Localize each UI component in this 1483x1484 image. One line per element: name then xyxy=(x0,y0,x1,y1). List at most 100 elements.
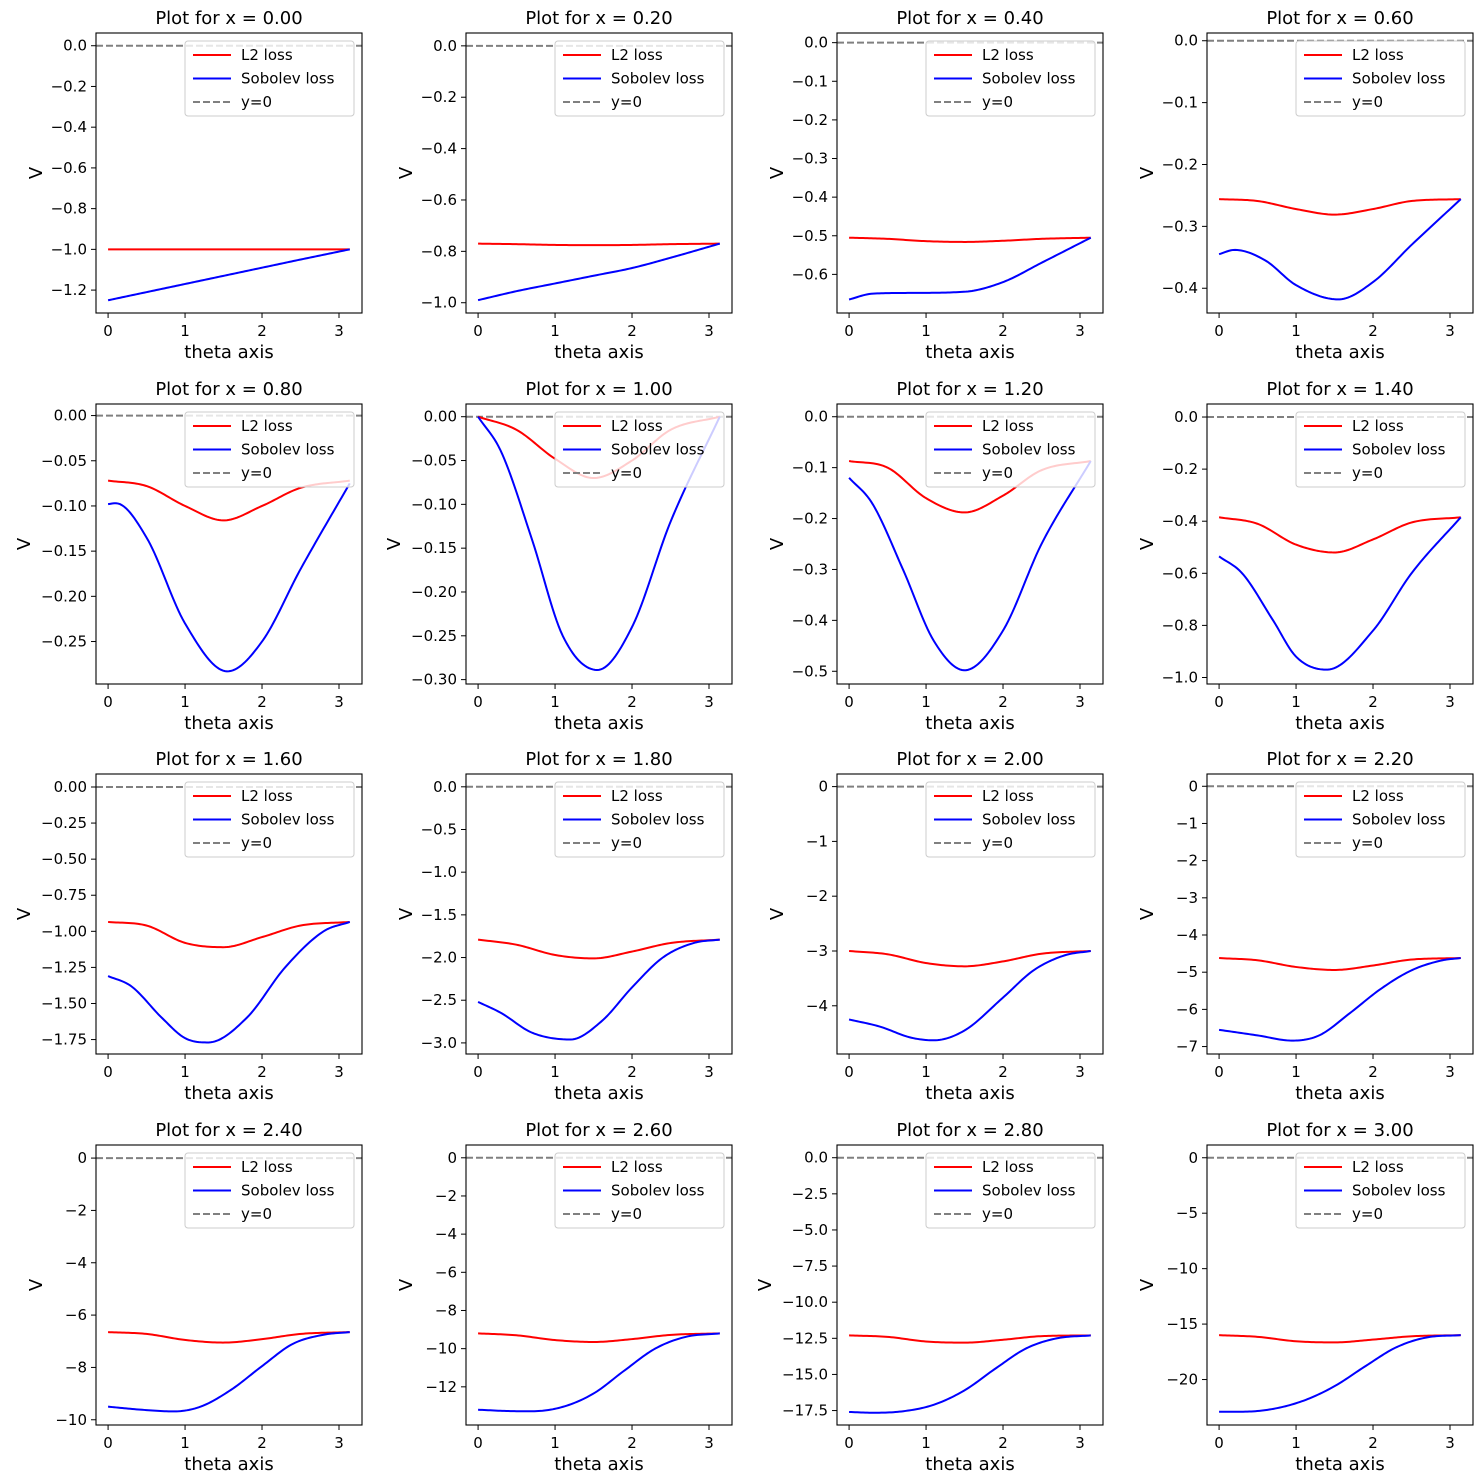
x-tick-label: 1 xyxy=(921,322,931,340)
y-tick-label: −0.4 xyxy=(51,118,87,136)
y-axis-label: V xyxy=(26,1278,47,1291)
y-axis-label: V xyxy=(767,537,788,550)
legend-box xyxy=(554,1152,725,1229)
x-axis-label: theta axis xyxy=(554,713,643,734)
x-tick-label: 0 xyxy=(1214,1434,1224,1452)
y-tick-label: −12.5 xyxy=(782,1329,828,1347)
y-tick-label: −0.6 xyxy=(421,191,457,209)
y-tick-label: −0.2 xyxy=(51,77,87,95)
x-tick-label: 0 xyxy=(103,1063,113,1081)
legend-item-sobolev-label: Sobolev loss xyxy=(982,1182,1076,1200)
x-axis-label: theta axis xyxy=(554,1083,643,1104)
legend: L2 loss Sobolev loss y=0 xyxy=(925,40,1096,117)
x-axis-label: theta axis xyxy=(1295,1083,1384,1104)
legend-item-l2-label: L2 loss xyxy=(241,417,293,435)
x-tick-label: 3 xyxy=(1445,1434,1455,1452)
axes-frame xyxy=(465,403,733,685)
x-axis-label: theta axis xyxy=(1295,342,1384,363)
legend-item-l2-label: L2 loss xyxy=(241,1158,293,1176)
axes-frame xyxy=(836,773,1104,1055)
axes-frame xyxy=(465,32,733,314)
y-tick-label: −17.5 xyxy=(782,1402,828,1420)
y-tick-label: −6 xyxy=(1176,1000,1198,1018)
y-tick-label: 0.0 xyxy=(804,1149,828,1167)
x-tick-label: 1 xyxy=(550,1063,560,1081)
legend: L2 loss Sobolev loss y=0 xyxy=(184,781,355,858)
subplot-title: Plot for x = 2.00 xyxy=(896,749,1043,770)
x-tick-label: 1 xyxy=(180,322,190,340)
sobolev-loss-line xyxy=(477,416,721,671)
x-tick-label: 3 xyxy=(334,1063,344,1081)
legend-item-zero-label: y=0 xyxy=(241,464,272,482)
y-tick-label: 0.0 xyxy=(63,37,87,55)
legend-item-l2-label: L2 loss xyxy=(982,46,1034,64)
axes-frame xyxy=(836,1144,1104,1426)
legend-box xyxy=(925,1152,1096,1229)
y-tick-label: −1.50 xyxy=(41,994,87,1012)
legend: L2 loss Sobolev loss y=0 xyxy=(1295,781,1466,858)
x-tick-label: 3 xyxy=(1445,1063,1455,1081)
legend-item-sobolev-label: Sobolev loss xyxy=(241,70,335,88)
y-axis-label: V xyxy=(1137,537,1158,550)
x-tick-label: 0 xyxy=(473,322,483,340)
x-tick-label: 2 xyxy=(1368,1063,1378,1081)
y-tick-label: −1.0 xyxy=(1162,668,1198,686)
x-axis-label: theta axis xyxy=(554,342,643,363)
subplot-16: Plot for x = 3.00 0 1 2 3 0 −5 −10 −15 −20 theta a… xyxy=(1111,1112,1481,1483)
sobolev-loss-line xyxy=(477,938,720,1041)
legend-item-l2-label: L2 loss xyxy=(241,46,293,64)
axes-frame xyxy=(1206,403,1474,685)
x-tick-label: 1 xyxy=(921,1434,931,1452)
y-tick-label: −0.2 xyxy=(1162,460,1198,478)
x-tick-label: 1 xyxy=(550,1434,560,1452)
legend-item-sobolev-label: Sobolev loss xyxy=(1352,441,1446,459)
y-axis-label: V xyxy=(767,166,788,179)
sobolev-loss-line xyxy=(107,920,351,1044)
x-tick-label: 2 xyxy=(257,693,267,711)
x-tick-label: 0 xyxy=(103,1434,113,1452)
sobolev-loss-line xyxy=(848,950,1091,1042)
x-tick-label: 0 xyxy=(1214,1063,1224,1081)
x-axis-label: theta axis xyxy=(184,713,273,734)
legend: L2 loss Sobolev loss y=0 xyxy=(554,1152,725,1229)
axes-frame xyxy=(836,403,1104,685)
subplot-title: Plot for x = 0.20 xyxy=(525,8,672,29)
subplot-svg: Plot for x = 1.00 0 1 2 3 0.00 −0.05 −0.10 −0.15… xyxy=(384,379,733,734)
y-tick-label: −15 xyxy=(1166,1315,1198,1333)
x-axis-label: theta axis xyxy=(1295,1454,1384,1475)
y-tick-label: −1.0 xyxy=(51,240,87,258)
x-tick-label: 1 xyxy=(921,693,931,711)
x-tick-label: 1 xyxy=(921,1063,931,1081)
legend: L2 loss Sobolev loss y=0 xyxy=(554,781,725,858)
x-tick-label: 3 xyxy=(334,322,344,340)
legend-box xyxy=(1295,1152,1466,1229)
legend: L2 loss Sobolev loss y=0 xyxy=(925,1152,1096,1229)
y-tick-label: 0.0 xyxy=(1174,32,1198,50)
legend-item-l2-label: L2 loss xyxy=(982,1158,1034,1176)
y-tick-label: 0.0 xyxy=(433,778,457,796)
legend-item-zero-label: y=0 xyxy=(241,93,272,111)
x-tick-label: 2 xyxy=(257,322,267,340)
legend-item-sobolev-label: Sobolev loss xyxy=(1352,70,1446,88)
sobolev-loss-line xyxy=(478,1332,720,1413)
y-tick-label: −8 xyxy=(65,1358,87,1376)
y-tick-label: −0.8 xyxy=(1162,616,1198,634)
legend-item-l2-label: L2 loss xyxy=(611,1158,663,1176)
sobolev-loss-line xyxy=(107,1331,350,1413)
y-tick-label: −1.00 xyxy=(41,922,87,940)
legend-item-zero-label: y=0 xyxy=(611,464,642,482)
x-tick-label: 2 xyxy=(627,322,637,340)
y-tick-label: −1.2 xyxy=(51,281,87,299)
y-tick-label: −0.1 xyxy=(792,459,828,477)
legend: L2 loss Sobolev loss y=0 xyxy=(1295,40,1466,117)
legend-box xyxy=(925,411,1096,488)
legend-box xyxy=(1295,781,1466,858)
x-tick-label: 1 xyxy=(180,1063,190,1081)
y-axis-label: V xyxy=(1137,166,1158,179)
y-tick-label: −2 xyxy=(1176,852,1198,870)
legend: L2 loss Sobolev loss y=0 xyxy=(1295,1152,1466,1229)
y-tick-label: −0.1 xyxy=(1162,94,1198,112)
y-tick-label: −0.20 xyxy=(411,583,457,601)
y-tick-label: −0.75 xyxy=(41,886,87,904)
subplot-title: Plot for x = 1.80 xyxy=(525,749,672,770)
